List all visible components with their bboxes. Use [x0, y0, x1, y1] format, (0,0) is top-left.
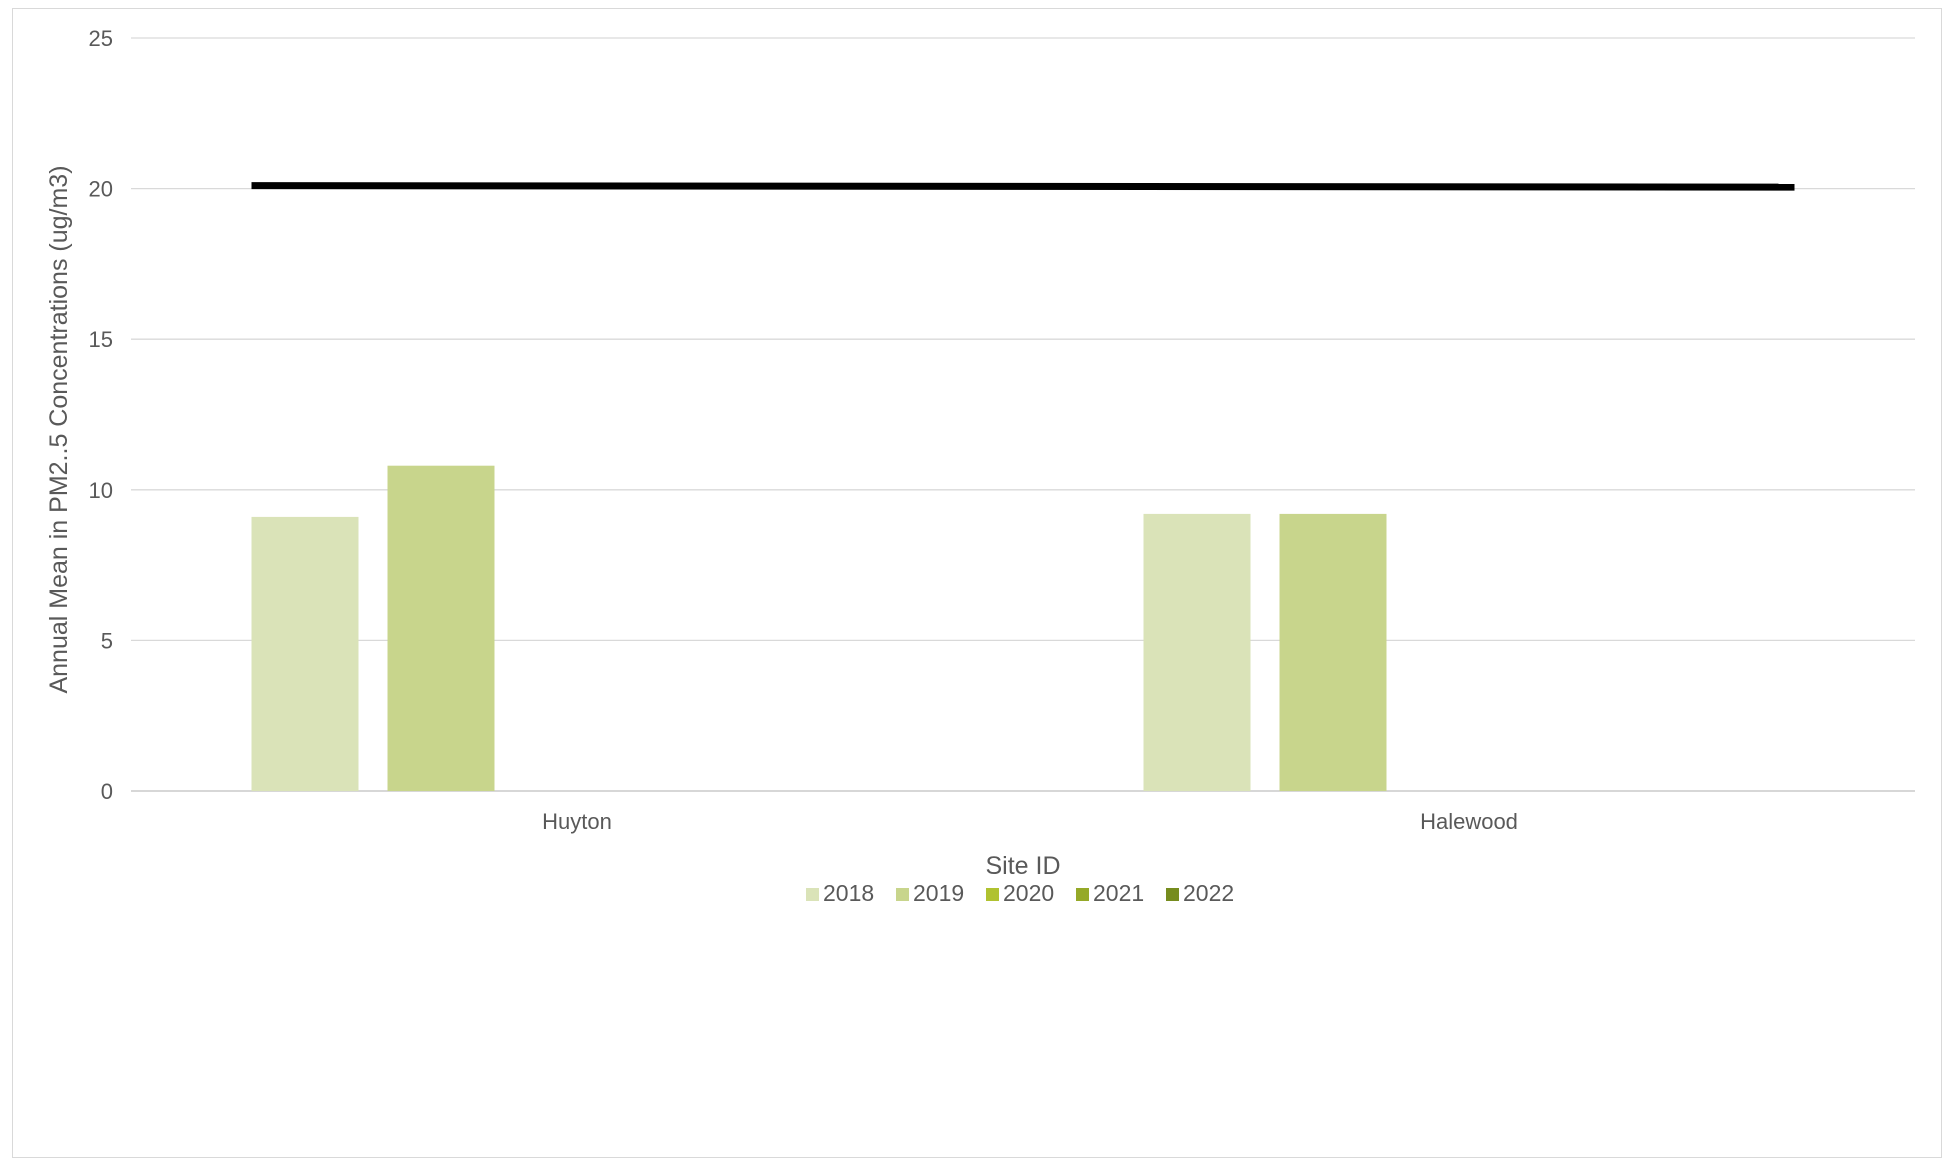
legend-swatch-2020	[986, 888, 999, 901]
y-tick-label: 25	[89, 26, 113, 51]
legend-label-2022: 2022	[1183, 880, 1234, 906]
bar-huyton-2019	[387, 465, 495, 791]
bar-halewood-2018	[1143, 513, 1251, 791]
legend-label-2021: 2021	[1093, 880, 1144, 906]
bar-halewood-2019	[1279, 513, 1387, 791]
chart-frame: 0 5 10 15 20 25 Huyton Halewood Site ID Annual…	[12, 8, 1942, 1158]
x-axis-ticks: Huyton Halewood	[542, 809, 1518, 834]
bars	[251, 465, 1387, 791]
x-axis-title: Site ID	[985, 852, 1060, 880]
bar-huyton-2018	[251, 516, 359, 791]
legend-label-2018: 2018	[823, 880, 874, 906]
y-axis-ticks: 0 5 10 15 20 25	[89, 26, 113, 804]
legend: 2018 2019 2020 2021 2022	[806, 880, 1234, 906]
reference-line	[251, 182, 1795, 191]
y-tick-label: 20	[89, 177, 113, 202]
legend-label-2020: 2020	[1003, 880, 1054, 906]
y-axis-title: Annual Mean in PM2..5 Concentrations (ug…	[45, 165, 73, 693]
bar-chart: 0 5 10 15 20 25 Huyton Halewood Site ID Annual…	[45, 26, 1915, 906]
legend-swatch-2022	[1166, 888, 1179, 901]
x-tick-label: Huyton	[542, 809, 612, 834]
reference-line-layer	[251, 182, 1795, 191]
legend-swatch-2021	[1076, 888, 1089, 901]
legend-label-2019: 2019	[913, 880, 964, 906]
legend-swatch-2019	[896, 888, 909, 901]
y-tick-label: 10	[89, 478, 113, 503]
y-tick-label: 0	[101, 779, 113, 804]
y-tick-label: 5	[101, 628, 113, 653]
y-tick-label: 15	[89, 327, 113, 352]
legend-swatch-2018	[806, 888, 819, 901]
x-tick-label: Halewood	[1420, 809, 1518, 834]
